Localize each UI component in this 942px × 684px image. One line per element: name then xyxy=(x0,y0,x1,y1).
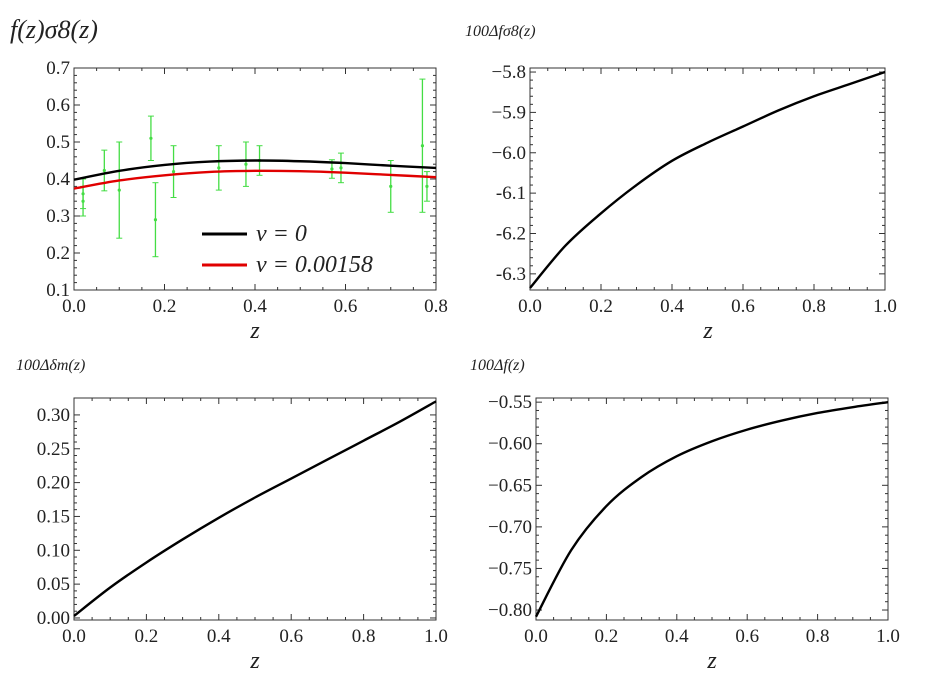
p4-ytick-label: −0.55 xyxy=(488,392,532,413)
data-point xyxy=(81,199,85,203)
p2-xtick-label: 0.4 xyxy=(660,296,684,317)
p4-xtick-label: 0.6 xyxy=(735,626,759,647)
data-point xyxy=(153,218,158,222)
p3-ytick-label: 0.30 xyxy=(37,405,70,426)
p3-xtick-label: 0.8 xyxy=(352,626,376,647)
p4-lines xyxy=(534,400,889,618)
p3-ytick-label: 0.10 xyxy=(37,540,70,561)
p1-errorbars xyxy=(80,78,430,258)
p1-ytick-label: 0.5 xyxy=(46,132,70,153)
p1-ytick-label: 0.3 xyxy=(46,206,70,227)
p2-ytick-label: -6.3 xyxy=(496,264,526,285)
p2-ylabel: 100Δfσ8(z) xyxy=(465,23,536,40)
data-point xyxy=(117,188,121,192)
p2-series-line xyxy=(529,70,886,289)
legend-label-nu00158: ν = 0.00158 xyxy=(256,252,373,278)
p4-ytick-label: −0.65 xyxy=(488,475,532,496)
p3-ytick-label: 0.00 xyxy=(37,608,70,629)
p2-ytick-label: −5.9 xyxy=(492,102,526,123)
panel-delta-fsigma8: 100Δfσ8(z) 0.0 0.2 0.4 0.6 0.8 1.0 −5.8 −5.9 −6.… xyxy=(465,23,897,344)
p1-series-line xyxy=(73,169,437,190)
data-point xyxy=(149,136,153,140)
p2-ytick-label: −6.0 xyxy=(492,143,526,164)
p2-ticks: 0.0 0.2 0.4 0.6 0.8 1.0 −5.8 −5.9 −6.0 -6.1 -6.2 -6… xyxy=(492,62,897,317)
p2-xtick-label: 0.8 xyxy=(802,296,826,317)
p2-xtick-label: 0.2 xyxy=(589,296,613,317)
p1-lines xyxy=(73,159,437,190)
p1-xtick-label: 0.0 xyxy=(62,296,86,317)
p1-xtick-label: 0.8 xyxy=(424,296,448,317)
p4-xlabel: z xyxy=(706,648,717,674)
panel-delta-f: 100Δf(z) 0.0 0.2 0.4 0.6 0.8 1.0 −0.55 −0.60 −0.… xyxy=(470,357,900,674)
p1-xtick-label: 0.4 xyxy=(243,296,267,317)
data-point xyxy=(420,144,425,148)
p2-ytick-label: -6.2 xyxy=(496,223,526,244)
p2-xtick-label: 1.0 xyxy=(873,296,897,317)
data-point xyxy=(171,170,176,174)
p4-ytick-label: −0.75 xyxy=(488,558,532,579)
p3-xtick-label: 0.0 xyxy=(62,626,86,647)
p3-lines xyxy=(73,400,437,617)
p3-series-line xyxy=(73,400,437,617)
p4-xtick-label: 0.8 xyxy=(806,626,830,647)
p1-series-line xyxy=(73,159,437,181)
p3-xtick-label: 0.6 xyxy=(279,626,303,647)
p4-ytick-label: −0.60 xyxy=(488,434,532,455)
p3-ytick-label: 0.25 xyxy=(37,439,70,460)
panel-delta-deltam: 100Δδm(z) 0.0 0.2 0.4 0.6 0.8 1.0 0.00 0.05 0.10… xyxy=(16,357,448,674)
p4-ytick-label: −0.70 xyxy=(488,517,532,538)
data-point xyxy=(389,184,393,188)
data-point xyxy=(339,166,343,170)
data-point xyxy=(244,162,248,166)
p4-ylabel: 100Δf(z) xyxy=(470,357,525,374)
p1-xtick-label: 0.6 xyxy=(334,296,358,317)
p3-ytick-label: 0.20 xyxy=(37,473,70,494)
p1-legend: ν = 0 ν = 0.00158 xyxy=(202,221,373,278)
p2-ytick-label: −5.8 xyxy=(492,62,526,83)
p3-ylabel: 100Δδm(z) xyxy=(16,357,85,374)
p4-ytick-label: −0.80 xyxy=(488,600,532,621)
p1-ytick-label: 0.7 xyxy=(46,58,70,79)
p3-xtick-label: 0.2 xyxy=(135,626,159,647)
legend-label-nu0: ν = 0 xyxy=(256,221,307,247)
p2-xlabel: z xyxy=(702,318,713,344)
p2-xtick-label: 0.0 xyxy=(518,296,542,317)
p3-ytick-label: 0.05 xyxy=(37,574,70,595)
p3-xtick-label: 1.0 xyxy=(424,626,448,647)
p3-xlabel: z xyxy=(249,648,260,674)
p3-xtick-label: 0.4 xyxy=(207,626,231,647)
p1-xlabel: z xyxy=(249,318,260,344)
p1-ytick-label: 0.6 xyxy=(46,95,70,116)
p2-ytick-label: -6.1 xyxy=(496,183,526,204)
p3-ticks: 0.0 0.2 0.4 0.6 0.8 1.0 0.00 0.05 0.10 0.15 0.20 0.… xyxy=(37,398,448,647)
p4-xtick-label: 0.0 xyxy=(524,626,548,647)
p4-ticks: 0.0 0.2 0.4 0.6 0.8 1.0 −0.55 −0.60 −0.65 −0.70 −0… xyxy=(488,392,900,647)
p2-lines xyxy=(529,70,886,289)
p1-ytick-label: 0.2 xyxy=(46,243,70,264)
panel-fsigma8: f(z)σ8(z) 0.0 0.2 0.4 0.6 0.8 0.1 0.2 0.3 0.4 0.5… xyxy=(10,15,448,344)
p2-frame xyxy=(529,67,886,291)
p4-xtick-label: 0.2 xyxy=(595,626,619,647)
p1-ylabel: f(z)σ8(z) xyxy=(10,15,98,44)
p1-ticks: 0.0 0.2 0.4 0.6 0.8 0.1 0.2 0.3 0.4 0.5 0.6 0.7 xyxy=(46,58,448,317)
p4-series-line xyxy=(534,400,889,618)
data-point xyxy=(425,184,429,188)
p4-xtick-label: 0.4 xyxy=(665,626,689,647)
data-point xyxy=(217,166,221,170)
p4-frame xyxy=(535,397,889,621)
p1-xtick-label: 0.2 xyxy=(153,296,177,317)
p1-ytick-label: 0.4 xyxy=(46,169,70,190)
p2-xtick-label: 0.6 xyxy=(731,296,755,317)
p3-ytick-label: 0.15 xyxy=(37,506,70,527)
p4-xtick-label: 1.0 xyxy=(876,626,900,647)
data-point xyxy=(330,167,334,171)
data-point xyxy=(102,168,106,173)
p1-ytick-label: 0.1 xyxy=(46,280,70,301)
